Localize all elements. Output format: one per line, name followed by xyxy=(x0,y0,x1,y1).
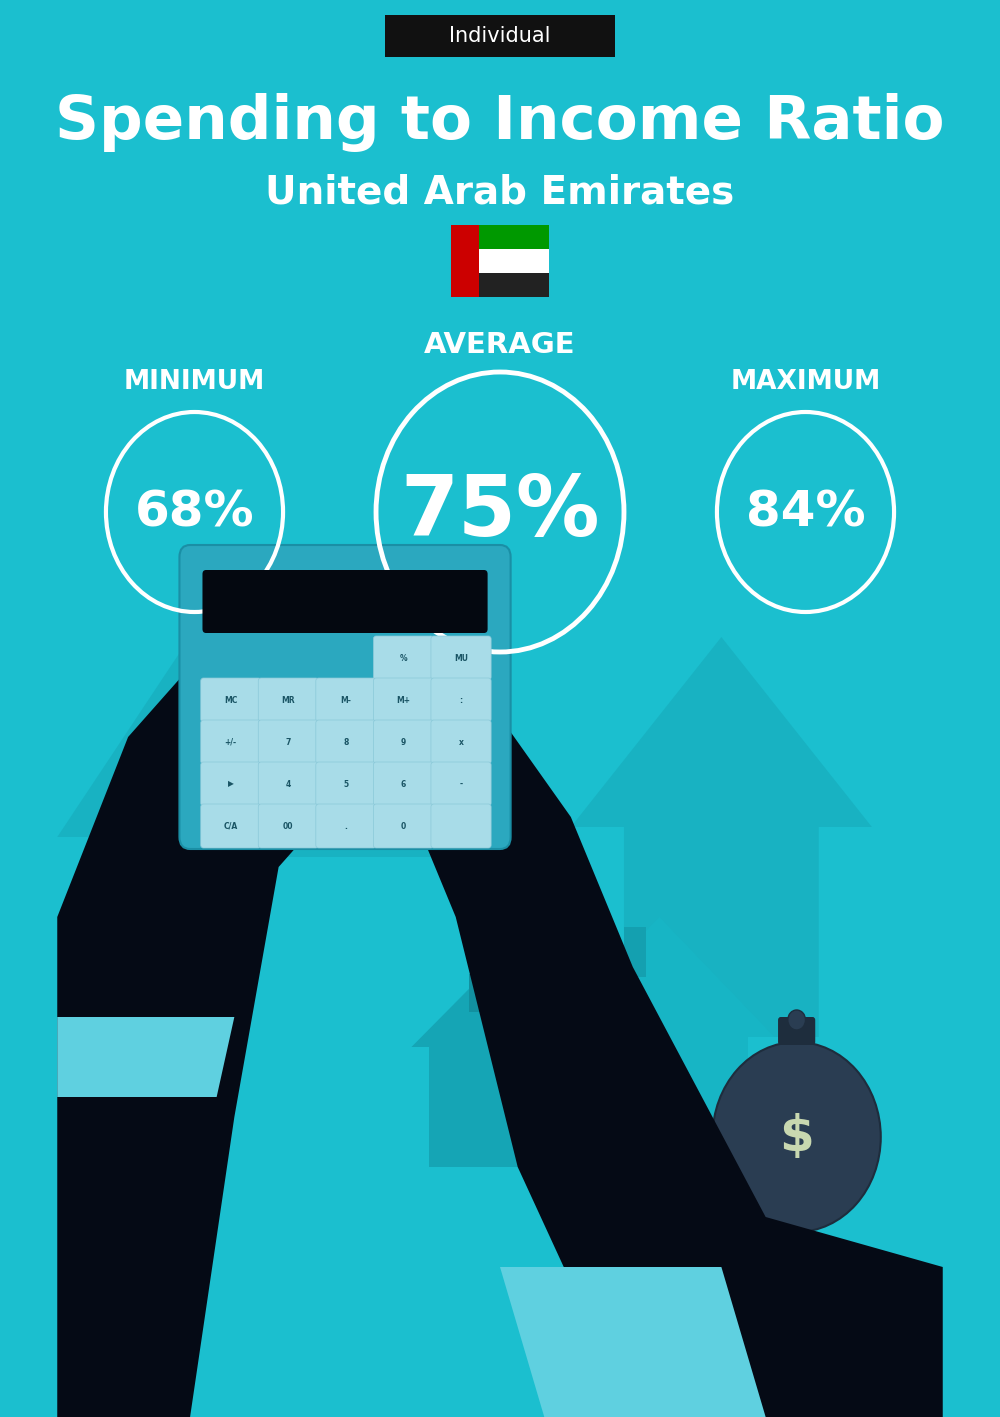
FancyBboxPatch shape xyxy=(201,677,261,723)
Circle shape xyxy=(656,1265,681,1292)
FancyBboxPatch shape xyxy=(316,762,376,806)
Polygon shape xyxy=(57,638,323,837)
Polygon shape xyxy=(500,1267,766,1417)
FancyBboxPatch shape xyxy=(431,636,491,680)
FancyBboxPatch shape xyxy=(373,677,434,723)
Polygon shape xyxy=(57,638,394,1417)
FancyBboxPatch shape xyxy=(429,1047,562,1168)
FancyBboxPatch shape xyxy=(316,677,376,723)
Text: 9: 9 xyxy=(401,737,406,747)
Text: MINIMUM: MINIMUM xyxy=(124,368,265,395)
Text: Spending to Income Ratio: Spending to Income Ratio xyxy=(55,92,945,152)
Text: 75%: 75% xyxy=(400,472,600,553)
Text: MC: MC xyxy=(224,696,237,704)
FancyBboxPatch shape xyxy=(201,720,261,764)
Text: :: : xyxy=(459,696,463,704)
FancyBboxPatch shape xyxy=(628,1195,773,1214)
FancyBboxPatch shape xyxy=(479,249,549,273)
FancyBboxPatch shape xyxy=(479,273,549,298)
Circle shape xyxy=(691,1270,716,1298)
Polygon shape xyxy=(571,638,872,1037)
Polygon shape xyxy=(57,1017,234,1097)
FancyBboxPatch shape xyxy=(431,803,491,847)
Text: ▶: ▶ xyxy=(228,779,234,788)
Text: Individual: Individual xyxy=(449,26,551,45)
Text: .: . xyxy=(344,822,347,830)
FancyBboxPatch shape xyxy=(316,720,376,764)
Text: +/-: +/- xyxy=(225,737,237,747)
Circle shape xyxy=(674,1248,698,1275)
FancyBboxPatch shape xyxy=(373,636,434,680)
Text: 4: 4 xyxy=(286,779,291,788)
Text: MU: MU xyxy=(454,653,468,663)
FancyBboxPatch shape xyxy=(625,1170,770,1192)
Text: -: - xyxy=(459,779,463,788)
Text: 0: 0 xyxy=(401,822,406,830)
FancyBboxPatch shape xyxy=(431,720,491,764)
FancyBboxPatch shape xyxy=(202,570,488,633)
Text: United Arab Emirates: United Arab Emirates xyxy=(265,173,735,211)
Circle shape xyxy=(709,1243,734,1271)
FancyBboxPatch shape xyxy=(373,720,434,764)
Text: AVERAGE: AVERAGE xyxy=(424,332,576,359)
Text: 68%: 68% xyxy=(135,487,254,536)
FancyBboxPatch shape xyxy=(201,803,261,847)
FancyBboxPatch shape xyxy=(316,803,376,847)
Circle shape xyxy=(638,1243,663,1271)
Polygon shape xyxy=(544,917,775,1037)
FancyBboxPatch shape xyxy=(258,762,318,806)
Text: MR: MR xyxy=(282,696,295,704)
Circle shape xyxy=(788,1010,805,1030)
FancyBboxPatch shape xyxy=(201,762,261,806)
FancyBboxPatch shape xyxy=(469,973,485,1012)
Text: x: x xyxy=(459,737,463,747)
FancyBboxPatch shape xyxy=(258,677,318,723)
Text: M+: M+ xyxy=(396,696,410,704)
Text: $: $ xyxy=(779,1112,814,1161)
FancyBboxPatch shape xyxy=(431,762,491,806)
FancyBboxPatch shape xyxy=(571,1037,748,1217)
Text: 8: 8 xyxy=(343,737,349,747)
FancyBboxPatch shape xyxy=(631,1219,776,1238)
FancyBboxPatch shape xyxy=(385,16,615,57)
FancyBboxPatch shape xyxy=(672,1142,703,1217)
Text: %: % xyxy=(400,653,407,663)
Text: MAXIMUM: MAXIMUM xyxy=(730,368,881,395)
FancyBboxPatch shape xyxy=(431,677,491,723)
FancyBboxPatch shape xyxy=(258,803,318,847)
FancyBboxPatch shape xyxy=(451,225,479,298)
Circle shape xyxy=(727,1265,751,1292)
FancyBboxPatch shape xyxy=(258,720,318,764)
FancyBboxPatch shape xyxy=(778,1017,815,1044)
Text: 5: 5 xyxy=(343,779,348,788)
Polygon shape xyxy=(411,962,580,1047)
Circle shape xyxy=(713,1041,881,1231)
Text: 7: 7 xyxy=(286,737,291,747)
FancyBboxPatch shape xyxy=(373,803,434,847)
Polygon shape xyxy=(252,657,535,857)
FancyBboxPatch shape xyxy=(479,225,549,249)
FancyBboxPatch shape xyxy=(629,1207,775,1227)
FancyBboxPatch shape xyxy=(626,1183,771,1203)
Text: 00: 00 xyxy=(283,822,294,830)
FancyBboxPatch shape xyxy=(620,1142,651,1217)
FancyBboxPatch shape xyxy=(179,546,511,849)
Text: M-: M- xyxy=(340,696,351,704)
Text: C/A: C/A xyxy=(224,822,238,830)
Text: 6: 6 xyxy=(401,779,406,788)
Polygon shape xyxy=(394,697,943,1417)
Text: 84%: 84% xyxy=(746,487,865,536)
FancyBboxPatch shape xyxy=(373,762,434,806)
FancyBboxPatch shape xyxy=(624,927,646,976)
